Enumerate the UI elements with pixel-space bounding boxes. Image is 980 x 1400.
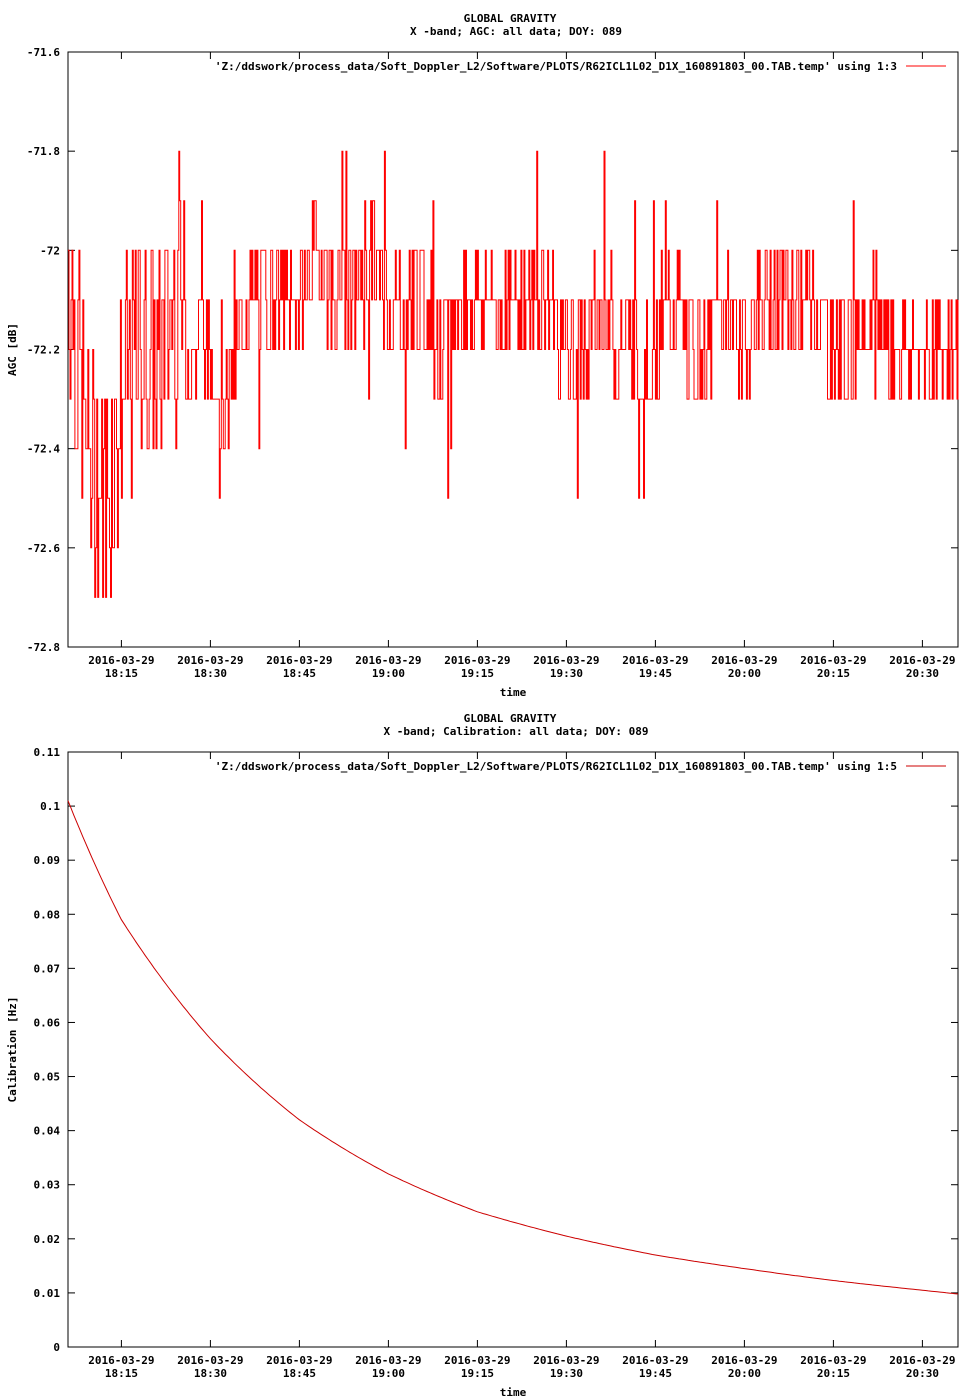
- x-tick-date-label: 2016-03-29: [889, 654, 955, 667]
- x-axis-label: time: [500, 1386, 527, 1399]
- y-tick-label: 0.06: [34, 1016, 61, 1029]
- legend-label: 'Z:/ddswork/process_data/Soft_Doppler_L2…: [215, 60, 897, 73]
- x-tick-date-label: 2016-03-29: [355, 1354, 421, 1367]
- agc-chart: GLOBAL GRAVITY X -band; AGC: all data; DO…: [6, 12, 959, 699]
- x-tick-date-label: 2016-03-29: [622, 1354, 688, 1367]
- y-tick-label: 0.02: [34, 1233, 61, 1246]
- x-tick-time-label: 19:30: [550, 1367, 583, 1380]
- x-tick-date-label: 2016-03-29: [800, 1354, 866, 1367]
- series-line: [68, 150, 959, 598]
- x-tick-date-label: 2016-03-29: [711, 654, 777, 667]
- x-tick-time-label: 18:15: [105, 1367, 138, 1380]
- x-tick-time-label: 19:45: [639, 667, 672, 680]
- y-axis-label: AGC [dB]: [6, 323, 19, 376]
- chart-title: GLOBAL GRAVITY: [464, 12, 557, 25]
- x-tick-time-label: 19:15: [461, 1367, 494, 1380]
- x-tick-time-label: 18:15: [105, 667, 138, 680]
- x-tick-date-label: 2016-03-29: [266, 654, 332, 667]
- x-tick-date-label: 2016-03-29: [177, 654, 243, 667]
- chart-title: GLOBAL GRAVITY: [464, 712, 557, 725]
- y-tick-label: 0.09: [34, 854, 61, 867]
- x-tick-date-label: 2016-03-29: [800, 654, 866, 667]
- series-line: [67, 800, 959, 1295]
- y-tick-label: 0.05: [34, 1071, 61, 1084]
- y-tick-label: 0.04: [34, 1125, 61, 1138]
- y-tick-label: 0.03: [34, 1179, 61, 1192]
- x-axis-label: time: [500, 686, 527, 699]
- x-tick-time-label: 18:30: [194, 667, 227, 680]
- y-tick-label: 0.1: [40, 800, 60, 813]
- x-tick-date-label: 2016-03-29: [266, 1354, 332, 1367]
- chart-subtitle: X -band; AGC: all data; DOY: 089: [410, 25, 622, 38]
- y-axis-label: Calibration [Hz]: [6, 997, 19, 1103]
- x-tick-time-label: 20:00: [728, 1367, 761, 1380]
- x-tick-date-label: 2016-03-29: [88, 1354, 154, 1367]
- y-tick-label: 0: [53, 1341, 60, 1354]
- x-tick-time-label: 19:30: [550, 667, 583, 680]
- x-tick-time-label: 20:00: [728, 667, 761, 680]
- x-tick-time-label: 18:30: [194, 1367, 227, 1380]
- plot-frame: [67, 751, 959, 1348]
- legend-label: 'Z:/ddswork/process_data/Soft_Doppler_L2…: [215, 760, 897, 773]
- x-tick-time-label: 19:00: [372, 1367, 405, 1380]
- y-tick-label: -72.2: [27, 344, 60, 357]
- x-tick-date-label: 2016-03-29: [177, 1354, 243, 1367]
- x-tick-date-label: 2016-03-29: [889, 1354, 955, 1367]
- x-tick-date-label: 2016-03-29: [711, 1354, 777, 1367]
- y-tick-label: 0.11: [34, 746, 61, 759]
- x-tick-time-label: 20:15: [817, 1367, 850, 1380]
- y-tick-label: -72.8: [27, 641, 60, 654]
- x-tick-date-label: 2016-03-29: [533, 654, 599, 667]
- x-tick-time-label: 18:45: [283, 667, 316, 680]
- y-tick-label: 0.07: [34, 962, 61, 975]
- chart-subtitle: X -band; Calibration: all data; DOY: 089: [384, 725, 649, 738]
- x-tick-time-label: 20:15: [817, 667, 850, 680]
- y-tick-label: -72.4: [27, 443, 60, 456]
- x-tick-time-label: 20:30: [906, 667, 939, 680]
- x-tick-time-label: 18:45: [283, 1367, 316, 1380]
- x-tick-date-label: 2016-03-29: [88, 654, 154, 667]
- x-tick-time-label: 19:45: [639, 1367, 672, 1380]
- x-tick-date-label: 2016-03-29: [444, 654, 510, 667]
- y-tick-label: -71.6: [27, 46, 60, 59]
- y-tick-label: 0.08: [34, 908, 61, 921]
- x-tick-time-label: 19:15: [461, 667, 494, 680]
- y-tick-label: -72.6: [27, 542, 60, 555]
- calibration-chart: GLOBAL GRAVITY X -band; Calibration: all …: [0, 700, 980, 1400]
- x-tick-date-label: 2016-03-29: [533, 1354, 599, 1367]
- x-tick-date-label: 2016-03-29: [444, 1354, 510, 1367]
- x-tick-date-label: 2016-03-29: [622, 654, 688, 667]
- y-tick-label: 0.01: [34, 1287, 61, 1300]
- x-tick-time-label: 19:00: [372, 667, 405, 680]
- x-tick-time-label: 20:30: [906, 1367, 939, 1380]
- x-tick-date-label: 2016-03-29: [355, 654, 421, 667]
- plot-frame: [67, 51, 959, 648]
- y-tick-label: -72: [40, 244, 60, 257]
- y-tick-label: -71.8: [27, 145, 60, 158]
